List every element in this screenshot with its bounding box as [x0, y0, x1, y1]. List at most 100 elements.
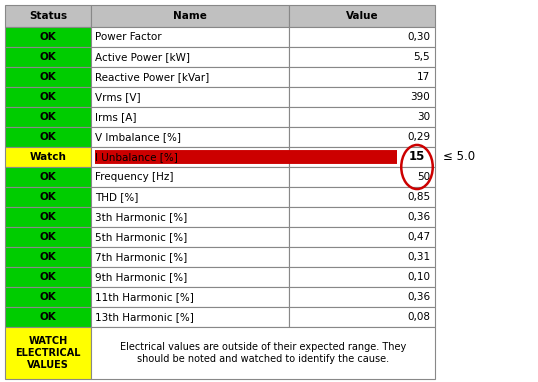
Text: OK: OK — [40, 212, 56, 222]
Text: Power Factor: Power Factor — [95, 32, 161, 42]
Text: WATCH
ELECTRICAL
VALUES: WATCH ELECTRICAL VALUES — [15, 337, 81, 370]
Bar — [91, 67, 289, 87]
Bar — [91, 327, 435, 379]
Text: 0,10: 0,10 — [407, 272, 430, 282]
Text: I Unbalance [%]: I Unbalance [%] — [95, 152, 178, 162]
Text: 50: 50 — [417, 172, 430, 182]
Bar — [91, 207, 289, 227]
Text: ≤ 5.0: ≤ 5.0 — [443, 151, 475, 163]
Text: OK: OK — [40, 312, 56, 322]
Text: 9th Harmonic [%]: 9th Harmonic [%] — [95, 272, 187, 282]
Text: 5th Harmonic [%]: 5th Harmonic [%] — [95, 232, 187, 242]
Text: 30: 30 — [417, 112, 430, 122]
Bar — [289, 5, 435, 27]
Text: OK: OK — [40, 272, 56, 282]
Bar — [289, 47, 435, 67]
Text: OK: OK — [40, 132, 56, 142]
Bar — [289, 207, 435, 227]
Bar — [5, 47, 91, 67]
Bar — [5, 167, 91, 187]
Bar — [5, 267, 91, 287]
Bar — [289, 107, 435, 127]
Text: 17: 17 — [417, 72, 430, 82]
Bar — [5, 27, 91, 47]
Bar — [5, 307, 91, 327]
Text: Electrical values are outside of their expected range. They
should be noted and : Electrical values are outside of their e… — [120, 342, 406, 364]
Bar — [289, 287, 435, 307]
Bar — [91, 87, 289, 107]
Text: Vrms [V]: Vrms [V] — [95, 92, 140, 102]
Text: 5,5: 5,5 — [413, 52, 430, 62]
Text: 390: 390 — [410, 92, 430, 102]
Bar — [289, 167, 435, 187]
Bar — [289, 87, 435, 107]
Text: 0,47: 0,47 — [407, 232, 430, 242]
Bar — [289, 227, 435, 247]
Bar — [289, 147, 435, 167]
Text: OK: OK — [40, 232, 56, 242]
Text: OK: OK — [40, 72, 56, 82]
Bar — [5, 207, 91, 227]
Bar — [5, 287, 91, 307]
Text: 15: 15 — [409, 151, 425, 163]
Bar — [289, 127, 435, 147]
Bar — [91, 27, 289, 47]
Bar — [91, 167, 289, 187]
Bar — [5, 107, 91, 127]
Bar — [5, 5, 91, 27]
Bar — [91, 187, 289, 207]
Bar — [91, 107, 289, 127]
Bar — [5, 127, 91, 147]
Bar — [289, 307, 435, 327]
Bar — [289, 67, 435, 87]
Bar — [289, 27, 435, 47]
Bar — [5, 67, 91, 87]
Bar — [289, 187, 435, 207]
Text: 0,08: 0,08 — [407, 312, 430, 322]
Text: 11th Harmonic [%]: 11th Harmonic [%] — [95, 292, 194, 302]
Text: Name: Name — [173, 11, 207, 21]
Text: 3th Harmonic [%]: 3th Harmonic [%] — [95, 212, 187, 222]
Text: Irms [A]: Irms [A] — [95, 112, 137, 122]
Bar — [5, 247, 91, 267]
Text: 0,85: 0,85 — [407, 192, 430, 202]
Text: OK: OK — [40, 32, 56, 42]
Bar — [289, 267, 435, 287]
Text: 0,31: 0,31 — [407, 252, 430, 262]
Bar — [91, 287, 289, 307]
Bar — [289, 247, 435, 267]
Text: OK: OK — [40, 252, 56, 262]
Text: 0,30: 0,30 — [407, 32, 430, 42]
Text: OK: OK — [40, 172, 56, 182]
Bar — [5, 187, 91, 207]
Text: Active Power [kW]: Active Power [kW] — [95, 52, 190, 62]
Text: Value: Value — [345, 11, 378, 21]
Text: THD [%]: THD [%] — [95, 192, 138, 202]
Bar — [91, 5, 289, 27]
Text: Status: Status — [29, 11, 67, 21]
Bar — [91, 147, 289, 167]
Text: OK: OK — [40, 92, 56, 102]
Bar — [5, 147, 91, 167]
Text: OK: OK — [40, 112, 56, 122]
Text: 0,36: 0,36 — [407, 292, 430, 302]
Bar — [91, 267, 289, 287]
Text: 0,29: 0,29 — [407, 132, 430, 142]
Text: 7th Harmonic [%]: 7th Harmonic [%] — [95, 252, 187, 262]
Bar — [91, 307, 289, 327]
Text: OK: OK — [40, 192, 56, 202]
Text: OK: OK — [40, 52, 56, 62]
Text: Watch: Watch — [30, 152, 66, 162]
Text: 13th Harmonic [%]: 13th Harmonic [%] — [95, 312, 194, 322]
Bar — [5, 327, 91, 379]
Text: 0,36: 0,36 — [407, 212, 430, 222]
Bar — [5, 87, 91, 107]
Text: Reactive Power [kVar]: Reactive Power [kVar] — [95, 72, 209, 82]
Text: OK: OK — [40, 292, 56, 302]
Bar — [91, 127, 289, 147]
Text: V Imbalance [%]: V Imbalance [%] — [95, 132, 181, 142]
Bar — [91, 247, 289, 267]
Text: Frequency [Hz]: Frequency [Hz] — [95, 172, 173, 182]
Bar — [5, 227, 91, 247]
Bar — [91, 47, 289, 67]
